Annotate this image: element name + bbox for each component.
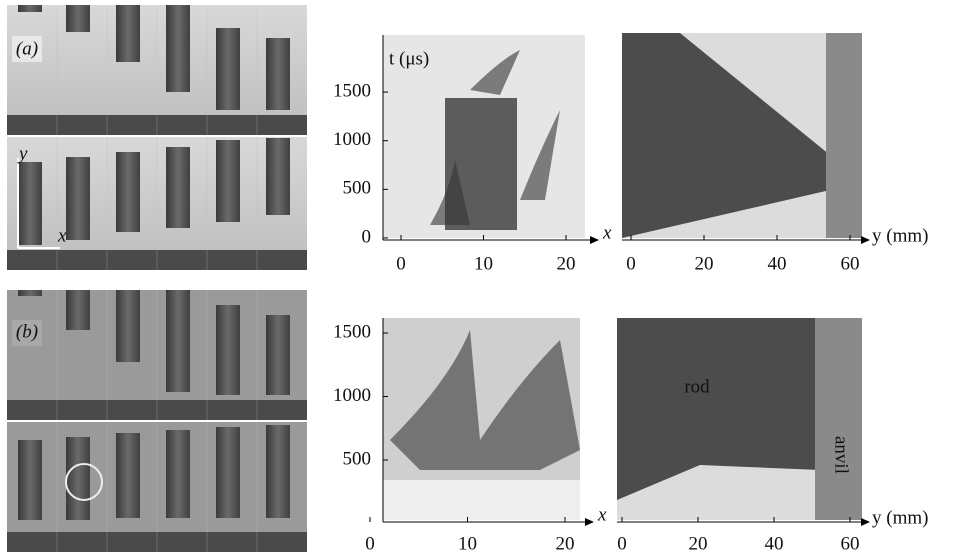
rod-image [166,430,190,518]
axis-arrow [861,236,870,244]
figure: (a)(b)yx050010001500010200204060xy (mm)t… [0,0,953,556]
rod-image [18,290,42,296]
y-axis-label: y (mm) [872,507,928,528]
inset-axis-label: y [17,143,28,164]
time-tick-label: 500 [343,448,372,469]
anvil-trace [826,33,862,238]
rod-image [266,315,290,395]
y-tick-label: 40 [768,253,787,274]
panel-label: (b) [16,321,38,342]
annotation: rod [684,376,710,397]
rod-image [18,5,42,12]
y-tick-label: 60 [841,253,860,274]
time-tick-label: 1000 [333,385,371,406]
rod-image [166,147,190,228]
x-tick-label: 0 [365,533,375,554]
rod-image [166,290,190,392]
rod-image [166,5,190,92]
rod-image [116,152,140,232]
rod-image [66,157,90,240]
rod-image [18,162,42,245]
y-axis-label: y (mm) [872,225,928,246]
time-tick-label: 500 [343,178,372,199]
x-tick-label: 10 [458,533,477,554]
rod-image [66,437,90,520]
time-tick-label: 0 [362,226,372,247]
y-tick-label: 0 [626,253,636,274]
y-tick-label: 40 [765,533,784,554]
time-tick-label: 1500 [333,321,371,342]
rod-image [66,290,90,330]
rod-trace [383,480,580,520]
y-tick-label: 60 [841,533,860,554]
x-tick-label: 20 [557,253,576,274]
rod-image [216,28,240,110]
rod-image [116,290,140,362]
inset-axis-label: x [57,225,67,246]
rod-image [18,440,42,520]
x-tick-label: 10 [474,253,493,274]
time-tick-label: 1000 [333,129,371,150]
rod-image [216,140,240,222]
axis-arrow [585,518,594,526]
time-axis-label: t (μs) [389,48,429,69]
rod-image [266,138,290,215]
x-tick-label: 20 [556,533,575,554]
x-axis-label: x [602,222,612,243]
y-tick-label: 0 [617,533,627,554]
axis-arrow [590,236,599,244]
x-tick-label: 0 [396,253,406,274]
y-tick-label: 20 [689,533,708,554]
y-tick-label: 20 [695,253,714,274]
rod-image [266,425,290,518]
rod-image [116,5,140,62]
rod-image [66,5,90,32]
axis-arrow [861,518,870,526]
rod-image [216,427,240,518]
anvil-trace [815,318,862,520]
x-axis-label: x [597,504,607,525]
annotation: anvil [831,436,852,474]
rod-image [216,305,240,395]
rod-image [266,38,290,110]
time-tick-label: 1500 [333,80,371,101]
panel-label: (a) [16,38,38,59]
rod-image [116,433,140,518]
